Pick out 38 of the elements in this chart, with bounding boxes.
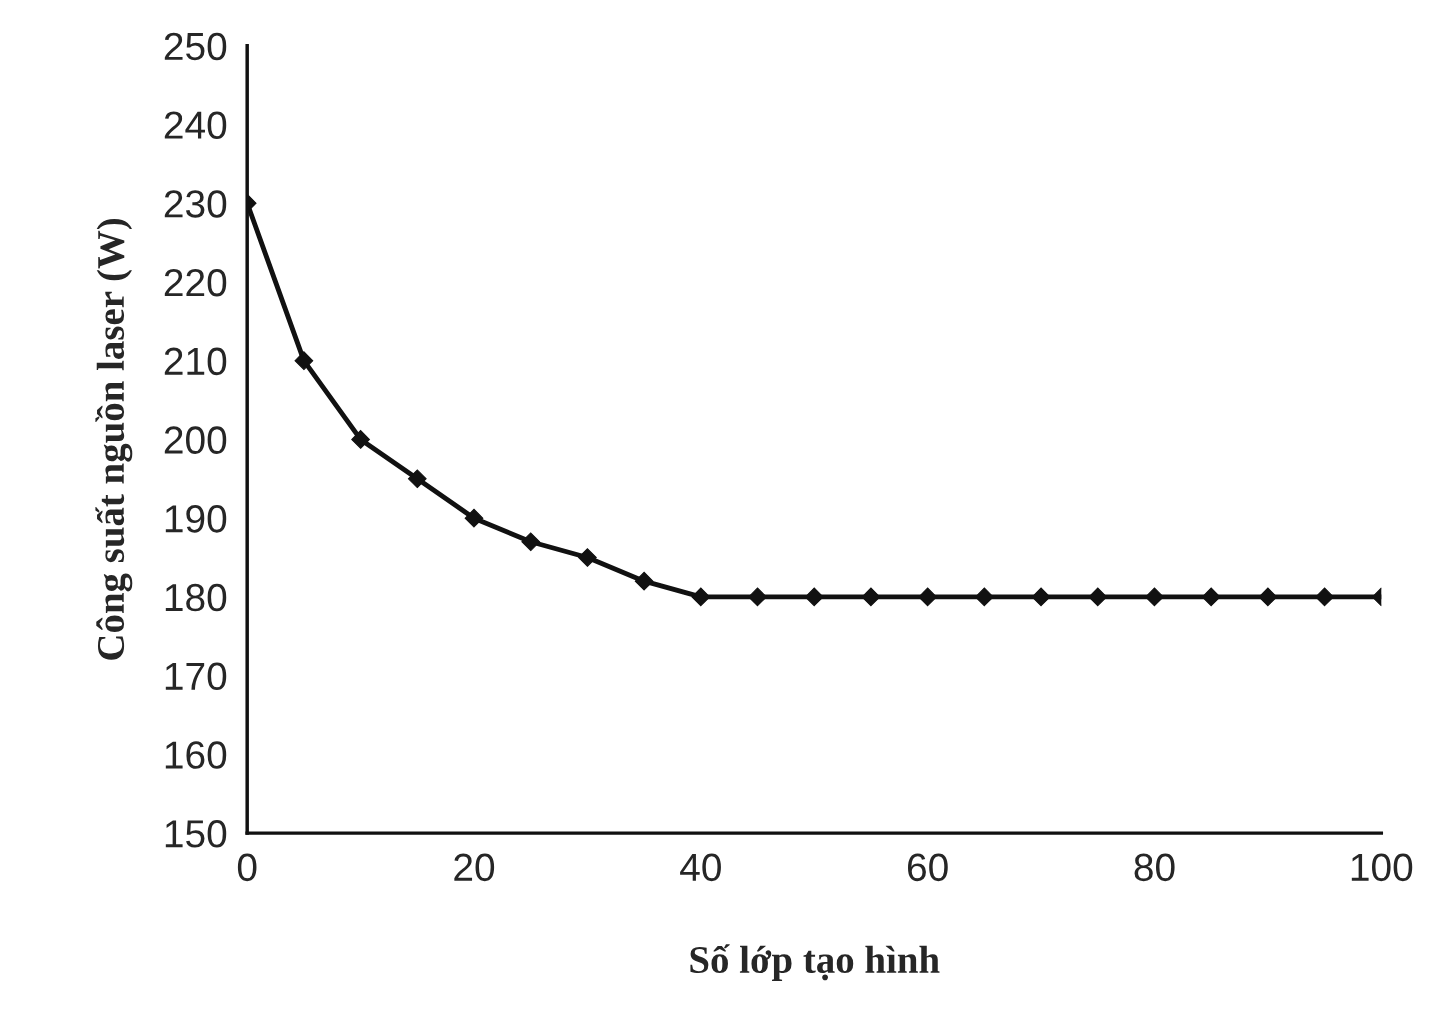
x-tick-label: 80 (1134, 853, 1175, 882)
y-tick-label: 220 (164, 268, 227, 297)
x-tick-label: 20 (454, 853, 495, 882)
y-tick-label: 160 (165, 741, 227, 769)
x-tick-label: 60 (908, 853, 948, 882)
point (294, 351, 314, 371)
y-tick-label: 210 (164, 347, 227, 376)
point (521, 532, 541, 552)
point (464, 508, 484, 528)
point (407, 469, 427, 489)
y-axis-title: Công suất nguồn laser (W) (95, 218, 133, 660)
y-tick-label: 180 (165, 583, 227, 612)
point (804, 587, 824, 607)
point (351, 430, 370, 449)
point (748, 587, 767, 607)
point (1145, 587, 1164, 607)
y-tick-label: 200 (164, 426, 227, 454)
y-tick-label: 230 (164, 190, 227, 218)
point (975, 587, 994, 607)
point (578, 548, 597, 567)
point (1088, 587, 1108, 607)
y-tick-label: 170 (165, 662, 227, 691)
point (634, 571, 654, 591)
y-tick-label: 190 (165, 505, 227, 533)
x-tick-label: 40 (680, 853, 721, 882)
point (918, 587, 938, 607)
point (1031, 587, 1051, 607)
y-tick-label: 240 (164, 111, 227, 139)
point (1315, 587, 1334, 607)
x-tick-label: 100 (1351, 853, 1413, 882)
point (1201, 587, 1221, 607)
y-tick-label: 150 (165, 820, 227, 848)
point (861, 587, 881, 607)
x-tick-label: 0 (237, 853, 257, 882)
point (1258, 587, 1278, 607)
y-tick-label: 250 (164, 32, 227, 61)
x-axis-title: Số lớp tạo hình (690, 944, 940, 981)
point (691, 587, 711, 607)
